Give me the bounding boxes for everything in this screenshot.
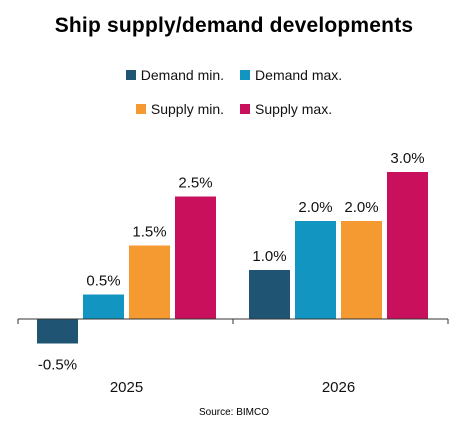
- data-label-demand-min-2026: 1.0%: [252, 248, 286, 265]
- bar-demand-min-2026: [249, 270, 290, 319]
- bar-supply-max-2026: [387, 172, 428, 319]
- legend-swatch-demand-max: [240, 70, 251, 80]
- legend-label-demand-max: Demand max.: [255, 67, 343, 83]
- bar-demand-min-2025: [37, 319, 78, 344]
- legend-swatch-supply-max: [240, 104, 251, 114]
- legend-label-demand-min: Demand min.: [140, 67, 225, 83]
- legend-swatch-supply-min: [135, 104, 146, 114]
- source-note: Source: BIMCO: [198, 407, 270, 418]
- x-tick-label-2025: 2025: [110, 379, 143, 396]
- legend-row-supply: Supply min. Supply max.: [0, 101, 468, 117]
- data-label-supply-min-2025: 1.5%: [132, 224, 166, 241]
- legend-label-supply-min: Supply min.: [150, 101, 225, 117]
- bar-supply-min-2025: [129, 245, 170, 319]
- chart-title: Ship supply/demand developments: [54, 14, 414, 37]
- data-label-demand-max-2025: 0.5%: [86, 273, 120, 290]
- data-label-supply-max-2026: 3.0%: [390, 150, 424, 167]
- data-label-demand-max-2026: 2.0%: [298, 199, 332, 216]
- legend-label-supply-max: Supply max.: [255, 101, 333, 117]
- bar-demand-max-2026: [295, 221, 336, 319]
- legend-swatch-demand-min: [125, 70, 136, 80]
- legend-item-demand-max: Demand max.: [240, 67, 342, 83]
- x-tick-label-2026: 2026: [322, 379, 355, 396]
- legend-item-demand-min: Demand min.: [125, 67, 225, 83]
- bar-supply-max-2025: [175, 196, 216, 319]
- legend-row-demand: Demand min. Demand max.: [0, 67, 468, 83]
- bar-supply-min-2026: [341, 221, 382, 319]
- data-label-supply-max-2025: 2.5%: [178, 175, 212, 192]
- data-label-demand-min-2025: -0.5%: [38, 357, 77, 374]
- data-label-supply-min-2026: 2.0%: [344, 199, 378, 216]
- bar-demand-max-2025: [83, 294, 124, 319]
- legend-item-supply-max: Supply max.: [240, 101, 332, 117]
- legend-item-supply-min: Supply min.: [135, 101, 225, 117]
